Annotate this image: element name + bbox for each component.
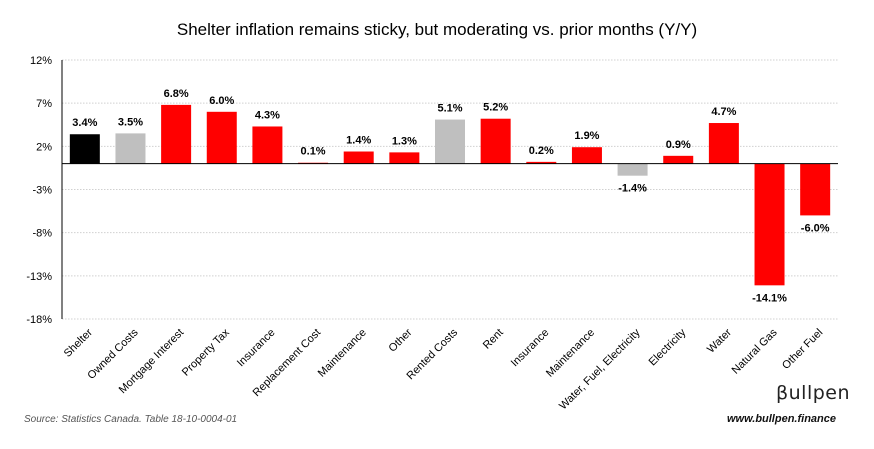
- brand-url: www.bullpen.finance: [727, 413, 836, 425]
- x-tick-label: Insurance: [235, 327, 278, 370]
- x-tick-label: Water, Fuel, Electricity: [557, 326, 643, 412]
- gridlines: [62, 59, 838, 320]
- data-label: 0.2%: [529, 145, 554, 157]
- bar: [617, 163, 648, 176]
- bar: [800, 163, 831, 216]
- bar: [708, 123, 739, 164]
- data-label: 4.3%: [255, 109, 280, 121]
- data-label: 5.2%: [483, 102, 508, 114]
- data-label: 0.9%: [666, 139, 691, 151]
- data-label: 4.7%: [711, 106, 736, 118]
- y-tick-label: -3%: [32, 185, 52, 197]
- data-label: 6.8%: [164, 88, 189, 100]
- y-axis: 12% 7% 2% -3% -8% -13% -18%: [26, 55, 63, 326]
- bar: [754, 163, 785, 286]
- x-tick-label: Shelter: [62, 326, 95, 359]
- data-label: -14.1%: [752, 292, 787, 304]
- bar: [161, 104, 192, 164]
- data-label: -1.4%: [618, 183, 647, 195]
- x-tick-label: Other: [387, 326, 415, 354]
- data-label: 6.0%: [209, 95, 234, 107]
- bar: [571, 147, 602, 164]
- x-tick-label: Rent: [481, 327, 506, 352]
- x-tick-label: Electricity: [647, 326, 689, 368]
- bar: [343, 151, 374, 164]
- x-tick-label: Other Fuel: [780, 327, 825, 372]
- bar: [389, 152, 420, 164]
- x-tick-label: Water: [705, 326, 734, 355]
- data-label: 1.4%: [346, 135, 371, 147]
- bar: [252, 126, 283, 164]
- bar: [435, 119, 465, 164]
- data-labels: 3.4% 3.5% 6.8% 6.0% 4.3% 0.1% 1.4% 1.3% 5.1% 5.2%…: [72, 88, 829, 304]
- data-label: -6.0%: [801, 222, 830, 234]
- source-note: Source: Statistics Canada. Table 18-10-0…: [24, 414, 238, 425]
- bar: [526, 161, 557, 164]
- data-label: 0.1%: [301, 146, 326, 158]
- brand-logo: βullpen: [776, 382, 851, 404]
- data-label: 1.3%: [392, 135, 417, 147]
- y-tick-label: -18%: [26, 314, 52, 326]
- bar: [69, 134, 100, 164]
- bar: [206, 111, 237, 164]
- y-tick-label: -13%: [26, 271, 52, 283]
- data-label: 3.5%: [118, 116, 143, 128]
- data-label: 5.1%: [437, 103, 462, 115]
- bar: [663, 155, 694, 164]
- data-label: 1.9%: [574, 130, 599, 142]
- data-label: 3.4%: [72, 117, 97, 129]
- y-tick-label: -8%: [32, 228, 52, 240]
- x-tick-label: Insurance: [509, 327, 552, 370]
- x-tick-label: Maintenance: [316, 327, 369, 380]
- bar: [480, 118, 511, 164]
- y-tick-label: 2%: [36, 141, 52, 153]
- chart-title: Shelter inflation remains sticky, but mo…: [176, 20, 698, 39]
- y-tick-label: 12%: [30, 55, 52, 67]
- x-tick-label: Property Tax: [180, 326, 232, 378]
- bar: [115, 133, 146, 164]
- x-tick-label: Natural Gas: [730, 326, 780, 376]
- bars: [69, 104, 831, 286]
- y-tick-label: 7%: [36, 98, 52, 110]
